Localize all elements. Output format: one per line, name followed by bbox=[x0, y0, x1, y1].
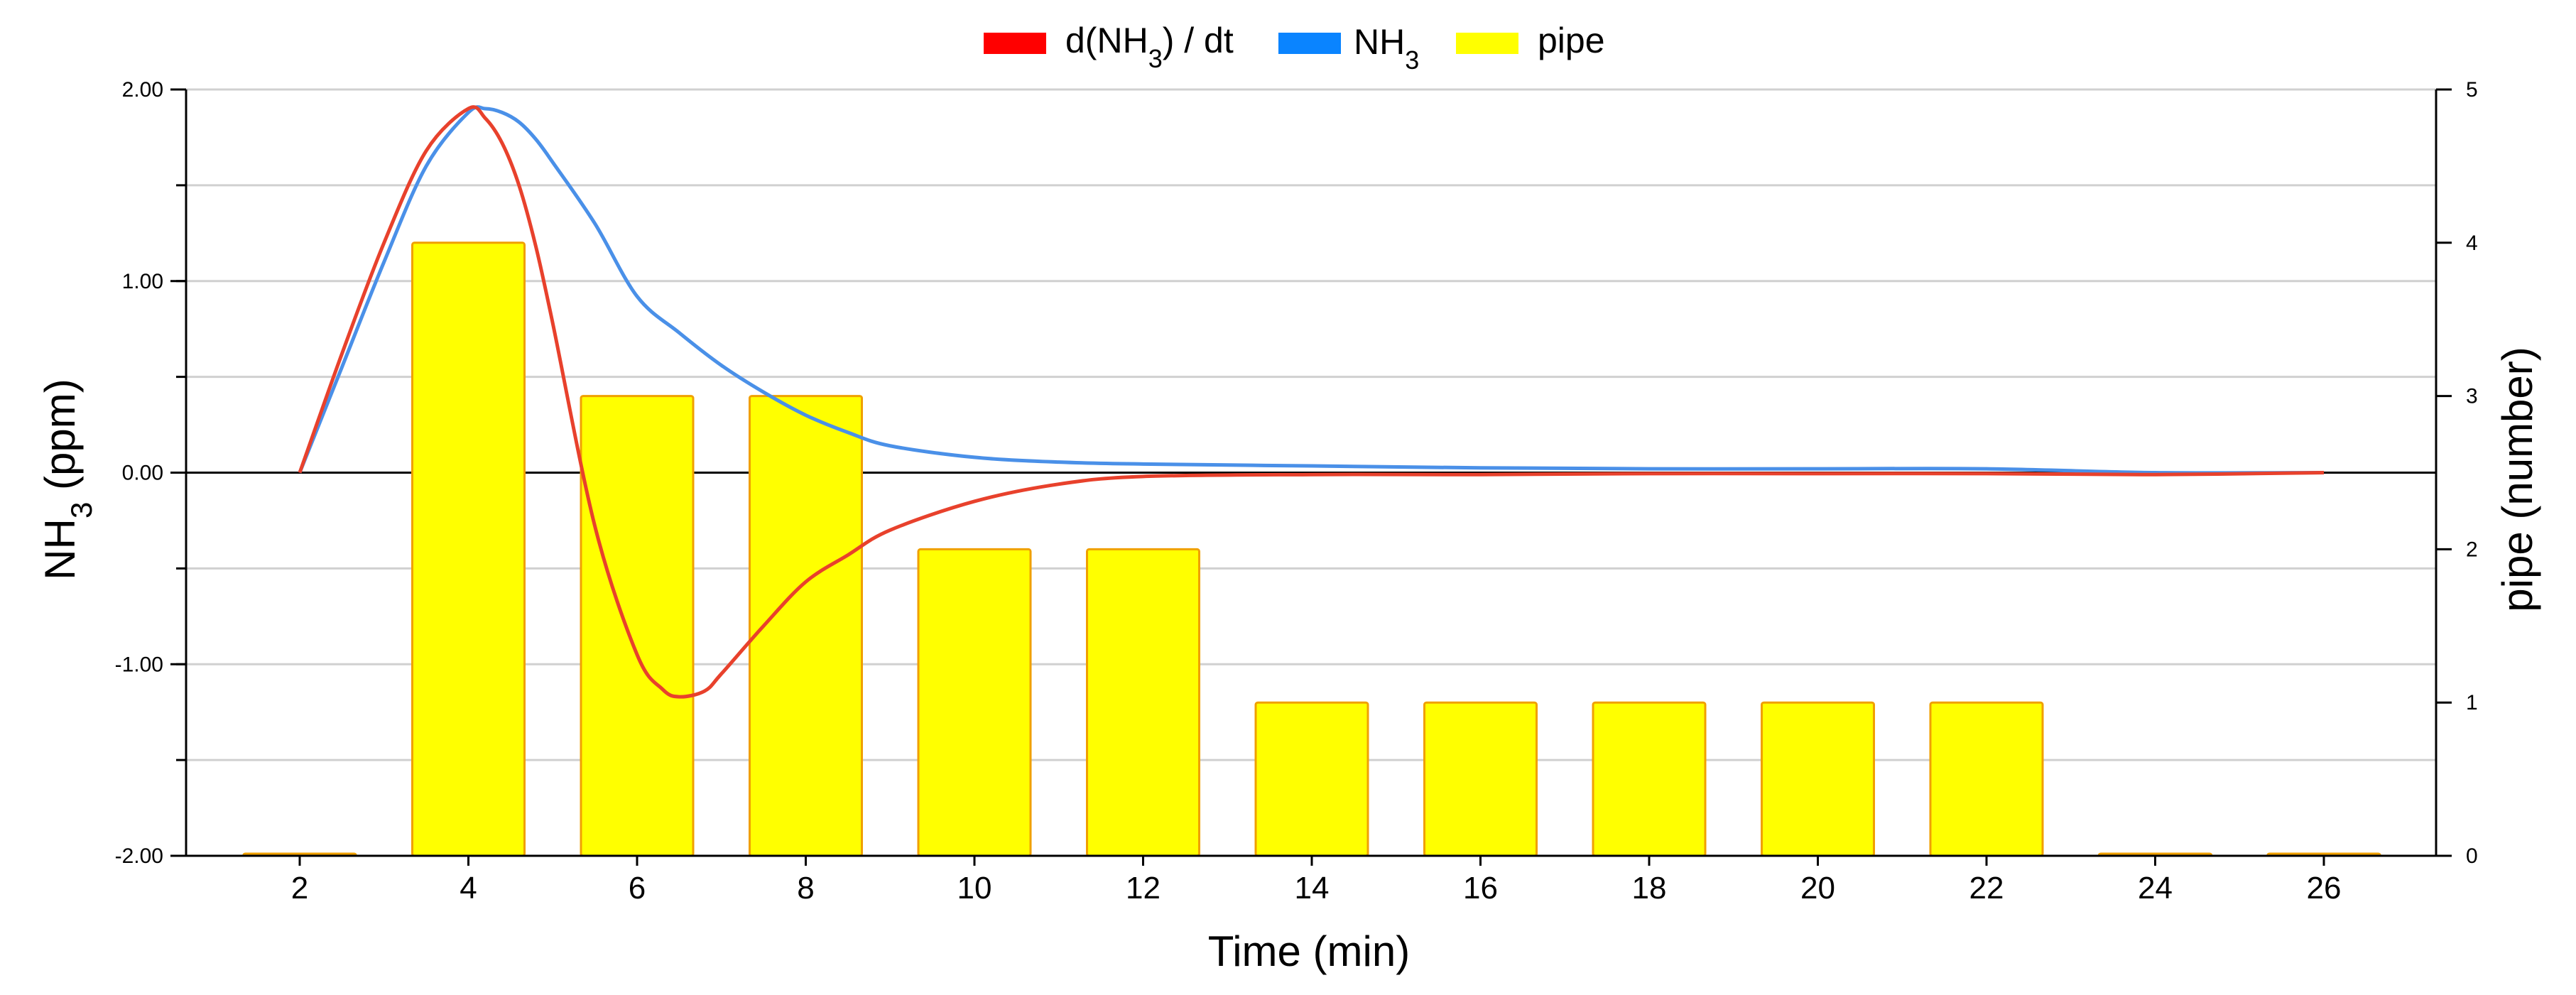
x-tick-label: 8 bbox=[797, 871, 814, 906]
bar-pipe-6 bbox=[580, 395, 695, 857]
lines-layer bbox=[298, 105, 2325, 699]
legend: d(NH3) / dt NH3 pipe bbox=[984, 21, 1605, 75]
bar-pipe-22 bbox=[1929, 701, 2044, 857]
series-line-dnh3dt bbox=[298, 105, 2325, 699]
y-left-tick-label: -2.00 bbox=[115, 844, 163, 868]
y-left-tick-label: 0.00 bbox=[122, 462, 163, 485]
y-left-tick-label: 2.00 bbox=[122, 78, 163, 102]
y-right-tick-label: 5 bbox=[2466, 78, 2478, 102]
bar-pipe-12 bbox=[1086, 548, 1200, 857]
y-right-tick-label: 3 bbox=[2466, 385, 2478, 408]
y-right-tick-label: 2 bbox=[2466, 538, 2478, 561]
legend-item-pipe: pipe bbox=[1456, 21, 1605, 60]
legend-swatch-dnh3dt bbox=[984, 33, 1046, 54]
x-tick-label: 14 bbox=[1295, 871, 1330, 906]
y-axis-right-title: pipe (number) bbox=[2494, 347, 2541, 612]
legend-swatch-nh3 bbox=[1278, 33, 1341, 54]
bar-pipe-8 bbox=[749, 395, 863, 857]
y-right-tick-label: 0 bbox=[2466, 844, 2478, 868]
x-tick-label: 6 bbox=[629, 871, 646, 906]
y-axis-left-title: NH3 (ppm) bbox=[36, 379, 98, 580]
y-left-tick-label: 1.00 bbox=[122, 270, 163, 293]
bar-pipe-16 bbox=[1423, 701, 1538, 857]
legend-label-pipe: pipe bbox=[1538, 21, 1605, 60]
y-right-tick-label: 4 bbox=[2466, 232, 2478, 255]
x-tick-label: 24 bbox=[2138, 871, 2173, 906]
bars-layer bbox=[242, 241, 2381, 857]
y-left-tick-label: -1.00 bbox=[115, 653, 163, 676]
legend-label-dnh3dt: d(NH3) / dt bbox=[1065, 21, 1234, 73]
x-tick-label: 26 bbox=[2307, 871, 2342, 906]
grid-lines bbox=[186, 88, 2436, 761]
x-tick-label: 2 bbox=[291, 871, 308, 906]
bar-pipe-4 bbox=[411, 241, 526, 857]
legend-item-nh3: NH3 bbox=[1278, 22, 1419, 75]
y-right-tick-label: 1 bbox=[2466, 691, 2478, 714]
x-axis-title: Time (min) bbox=[1208, 928, 1410, 975]
bar-pipe-18 bbox=[1592, 701, 1707, 857]
legend-swatch-pipe bbox=[1456, 33, 1518, 54]
bar-pipe-14 bbox=[1254, 701, 1369, 857]
x-tick-label: 16 bbox=[1463, 871, 1498, 906]
x-tick-label: 12 bbox=[1126, 871, 1161, 906]
x-tick-label: 22 bbox=[1969, 871, 2004, 906]
bar-pipe-10 bbox=[917, 548, 1032, 857]
x-tick-label: 10 bbox=[957, 871, 992, 906]
legend-label-nh3: NH3 bbox=[1354, 22, 1419, 75]
legend-item-dnh3dt: d(NH3) / dt bbox=[984, 21, 1234, 73]
x-tick-label: 20 bbox=[1800, 871, 1835, 906]
bar-pipe-20 bbox=[1761, 701, 1875, 857]
x-tick-label: 18 bbox=[1632, 871, 1667, 906]
x-tick-label: 4 bbox=[460, 871, 477, 906]
